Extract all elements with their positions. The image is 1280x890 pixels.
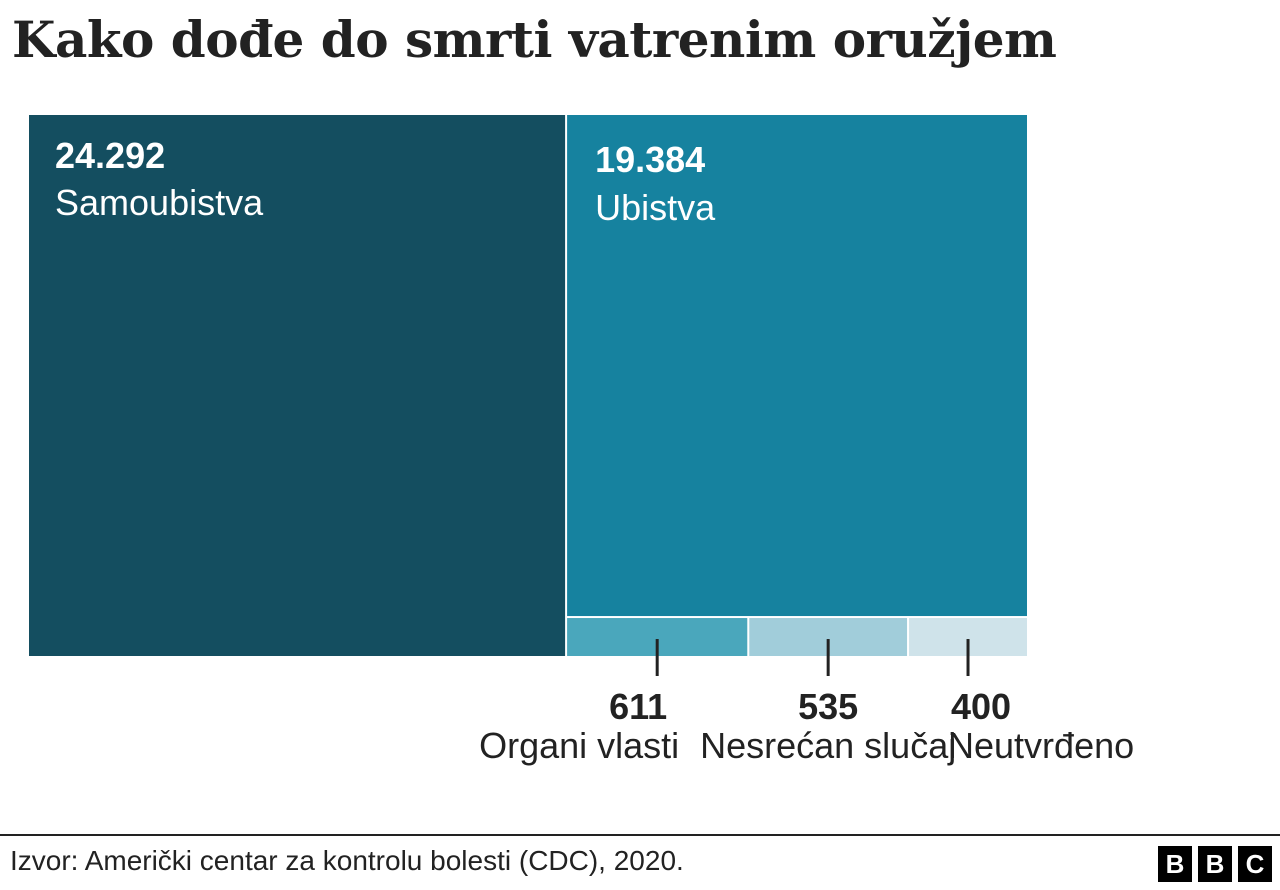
block-category-label: Ubistva bbox=[595, 187, 716, 228]
block-value-label: 611 bbox=[609, 686, 667, 727]
logo-letter: C bbox=[1238, 846, 1272, 882]
footer-divider bbox=[0, 834, 1280, 836]
logo-letter: B bbox=[1198, 846, 1232, 882]
block-category-label: Nesrećan slučaj bbox=[700, 725, 956, 766]
logo-letter: B bbox=[1158, 846, 1192, 882]
block-category-label: Organi vlasti bbox=[479, 725, 679, 766]
block-value-label: 24.292 bbox=[55, 135, 165, 176]
treemap-chart: 24.292 Samoubistva 19.384 Ubistva 611Organi … bbox=[29, 115, 1134, 766]
block-value-label: 19.384 bbox=[595, 139, 705, 180]
block-category-label: Neutvrđeno bbox=[948, 725, 1134, 766]
block-value-label: 535 bbox=[798, 686, 858, 727]
block-value-label: 400 bbox=[951, 686, 1011, 727]
bbc-logo: B B C bbox=[1158, 846, 1272, 882]
source-note: Izvor: Američki centar za kontrolu boles… bbox=[10, 845, 684, 876]
chart-title: Kako dođe do smrti vatrenim oružjem bbox=[12, 10, 1057, 69]
treemap-block bbox=[567, 115, 1027, 617]
block-category-label: Samoubistva bbox=[55, 182, 264, 223]
treemap-block bbox=[29, 115, 566, 656]
